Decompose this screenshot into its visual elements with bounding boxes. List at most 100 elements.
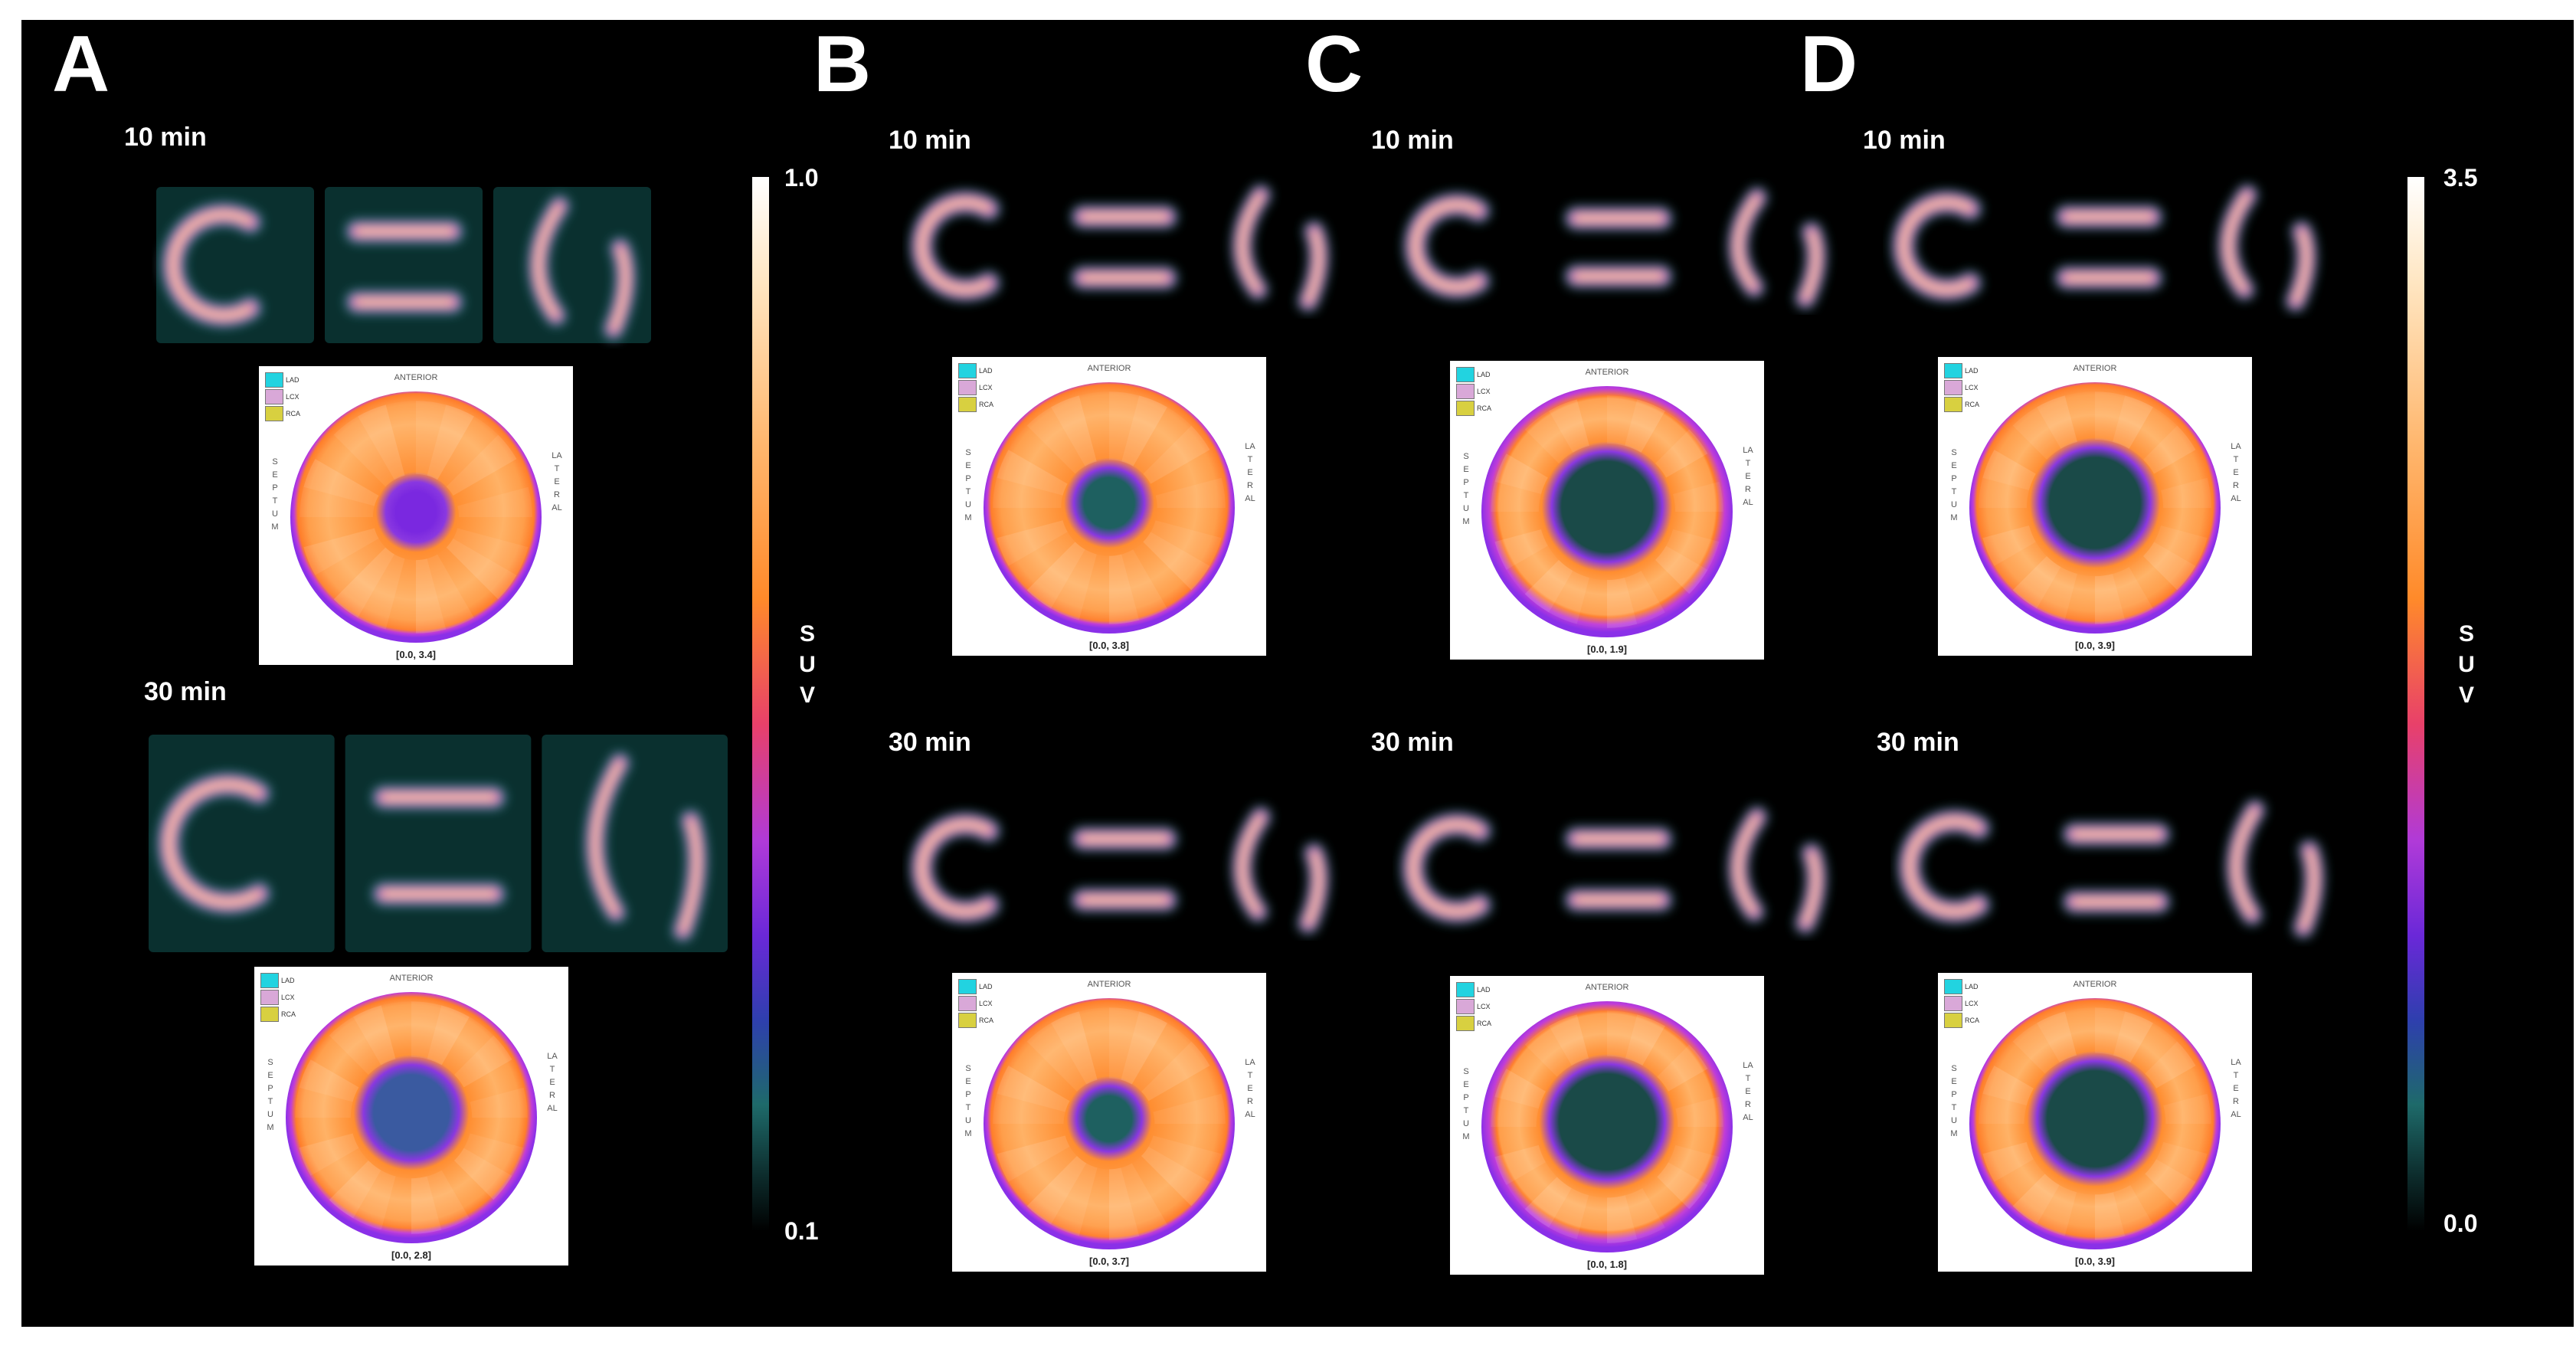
colorbar-left bbox=[752, 177, 769, 1231]
legend-lcx: LCX bbox=[260, 990, 295, 1005]
legend-swatch bbox=[265, 406, 283, 421]
scale-range: [0.0, 3.8] bbox=[1088, 640, 1130, 651]
bullseye-b-10: LAD LCX RCA ANTERIOR SEPTUM LATERAL [0.0, 3.8] bbox=[952, 357, 1266, 656]
legend-rca: RCA bbox=[260, 1007, 296, 1022]
legend-swatch bbox=[958, 363, 977, 378]
polar-map bbox=[1969, 998, 2221, 1249]
legend-swatch bbox=[260, 990, 279, 1005]
legend-rca: RCA bbox=[1944, 397, 1979, 412]
legend-lcx: LCX bbox=[1456, 384, 1491, 399]
polar-map bbox=[290, 391, 542, 643]
legend-lcx: LCX bbox=[958, 996, 993, 1011]
legend-swatch bbox=[1944, 1013, 1962, 1028]
time-label-c-30: 30 min bbox=[1371, 728, 1454, 757]
scale-range: [0.0, 2.8] bbox=[391, 1249, 432, 1261]
legend-swatch bbox=[265, 389, 283, 404]
legend-lad: LAD bbox=[958, 363, 993, 378]
panel-label-b: B bbox=[813, 20, 872, 109]
time-label-b-30: 30 min bbox=[889, 728, 971, 757]
legend-text: LAD bbox=[286, 376, 299, 384]
septum-label: SEPTUM bbox=[964, 1064, 972, 1138]
legend-rca: RCA bbox=[1944, 1013, 1979, 1028]
legend-text: LCX bbox=[979, 1000, 993, 1007]
scale-range: [0.0, 1.9] bbox=[1586, 643, 1628, 655]
bullseye-d-10: LAD LCX RCA ANTERIOR SEPTUM LATERAL [0.0, 3.9] bbox=[1938, 357, 2252, 656]
legend-swatch bbox=[1944, 979, 1962, 994]
legend-rca: RCA bbox=[1456, 1016, 1491, 1031]
septum-label: SEPTUM bbox=[1950, 1064, 1958, 1138]
legend-lad: LAD bbox=[1944, 979, 1979, 994]
legend-swatch bbox=[1456, 999, 1475, 1014]
anterior-label: ANTERIOR bbox=[389, 974, 434, 983]
legend-text: RCA bbox=[979, 401, 994, 408]
septum-label: SEPTUM bbox=[964, 448, 972, 522]
scale-range: [0.0, 3.4] bbox=[395, 649, 437, 660]
legend-text: LAD bbox=[979, 367, 993, 375]
legend-lcx: LCX bbox=[265, 389, 299, 404]
legend-swatch bbox=[958, 1013, 977, 1028]
lateral-label: LATERAL bbox=[1743, 1061, 1753, 1123]
scale-min-right: 0.0 bbox=[2443, 1210, 2478, 1237]
lateral-label: LATERAL bbox=[552, 451, 562, 513]
scale-range: [0.0, 3.9] bbox=[2074, 640, 2116, 651]
legend-swatch bbox=[958, 397, 977, 412]
lateral-label: LATERAL bbox=[1245, 442, 1255, 504]
lateral-label: LATERAL bbox=[1245, 1058, 1255, 1120]
legend-text: RCA bbox=[1477, 1020, 1492, 1027]
scale-range: [0.0, 3.7] bbox=[1088, 1256, 1130, 1267]
slices-b-10 bbox=[910, 185, 1330, 312]
time-label-c-10: 10 min bbox=[1371, 126, 1454, 155]
legend-lad: LAD bbox=[1456, 367, 1491, 382]
legend-swatch bbox=[1456, 384, 1475, 399]
legend-text: LAD bbox=[1965, 983, 1979, 990]
polar-map bbox=[1481, 1001, 1733, 1252]
slices-d-10 bbox=[1892, 185, 2317, 312]
colorbar-right bbox=[2407, 177, 2424, 1231]
legend-text: LCX bbox=[1477, 388, 1491, 395]
time-label-d-10: 10 min bbox=[1863, 126, 1946, 155]
bullseye-c-30: LAD LCX RCA ANTERIOR SEPTUM LATERAL [0.0, 1.8] bbox=[1450, 976, 1764, 1275]
legend-text: LCX bbox=[1477, 1003, 1491, 1010]
legend-rca: RCA bbox=[958, 1013, 993, 1028]
anterior-label: ANTERIOR bbox=[2073, 364, 2117, 373]
septum-label: SEPTUM bbox=[1462, 452, 1470, 526]
legend-swatch bbox=[1456, 1016, 1475, 1031]
bullseye-b-30: LAD LCX RCA ANTERIOR SEPTUM LATERAL [0.0, 3.7] bbox=[952, 973, 1266, 1272]
bullseye-d-30: LAD LCX RCA ANTERIOR SEPTUM LATERAL [0.0, 3.9] bbox=[1938, 973, 2252, 1272]
legend-text: RCA bbox=[1477, 404, 1492, 412]
time-label-a-30: 30 min bbox=[144, 677, 227, 706]
polar-map bbox=[1969, 382, 2221, 634]
legend-text: RCA bbox=[1965, 401, 1980, 408]
figure-canvas: A B C D 10 min 30 min 10 min 30 min 10 m… bbox=[21, 20, 2574, 1327]
slices-c-30 bbox=[1402, 807, 1827, 934]
anterior-label: ANTERIOR bbox=[1087, 364, 1131, 373]
legend-swatch bbox=[1944, 397, 1962, 412]
lateral-label: LATERAL bbox=[2231, 442, 2241, 504]
legend-lcx: LCX bbox=[1944, 380, 1979, 395]
time-label-d-30: 30 min bbox=[1877, 728, 1959, 757]
septum-label: SEPTUM bbox=[1950, 448, 1958, 522]
bullseye-a-10: LAD LCX RCA ANTERIOR SEPTUM LATERAL [0.0, 3.4] bbox=[259, 366, 573, 665]
legend-text: LAD bbox=[1477, 371, 1491, 378]
slices-a-10 bbox=[156, 187, 651, 343]
lateral-label: LATERAL bbox=[2231, 1058, 2241, 1120]
legend-lcx: LCX bbox=[958, 380, 993, 395]
legend-lad: LAD bbox=[958, 979, 993, 994]
slices-d-30 bbox=[1897, 800, 2325, 938]
legend-swatch bbox=[260, 1007, 279, 1022]
septum-label: SEPTUM bbox=[1462, 1067, 1470, 1141]
legend-lad: LAD bbox=[1456, 982, 1491, 997]
anterior-label: ANTERIOR bbox=[1585, 368, 1629, 377]
legend-rca: RCA bbox=[265, 406, 300, 421]
legend-swatch bbox=[958, 979, 977, 994]
bullseye-c-10: LAD LCX RCA ANTERIOR SEPTUM LATERAL [0.0, 1.9] bbox=[1450, 361, 1764, 660]
legend-text: LAD bbox=[281, 977, 295, 984]
legend-rca: RCA bbox=[958, 397, 993, 412]
legend-swatch bbox=[958, 996, 977, 1011]
slices-c-10 bbox=[1403, 187, 1827, 309]
anterior-label: ANTERIOR bbox=[1087, 980, 1131, 989]
time-label-b-10: 10 min bbox=[889, 126, 971, 155]
legend-text: LAD bbox=[1477, 986, 1491, 994]
legend-text: LCX bbox=[1965, 384, 1979, 391]
